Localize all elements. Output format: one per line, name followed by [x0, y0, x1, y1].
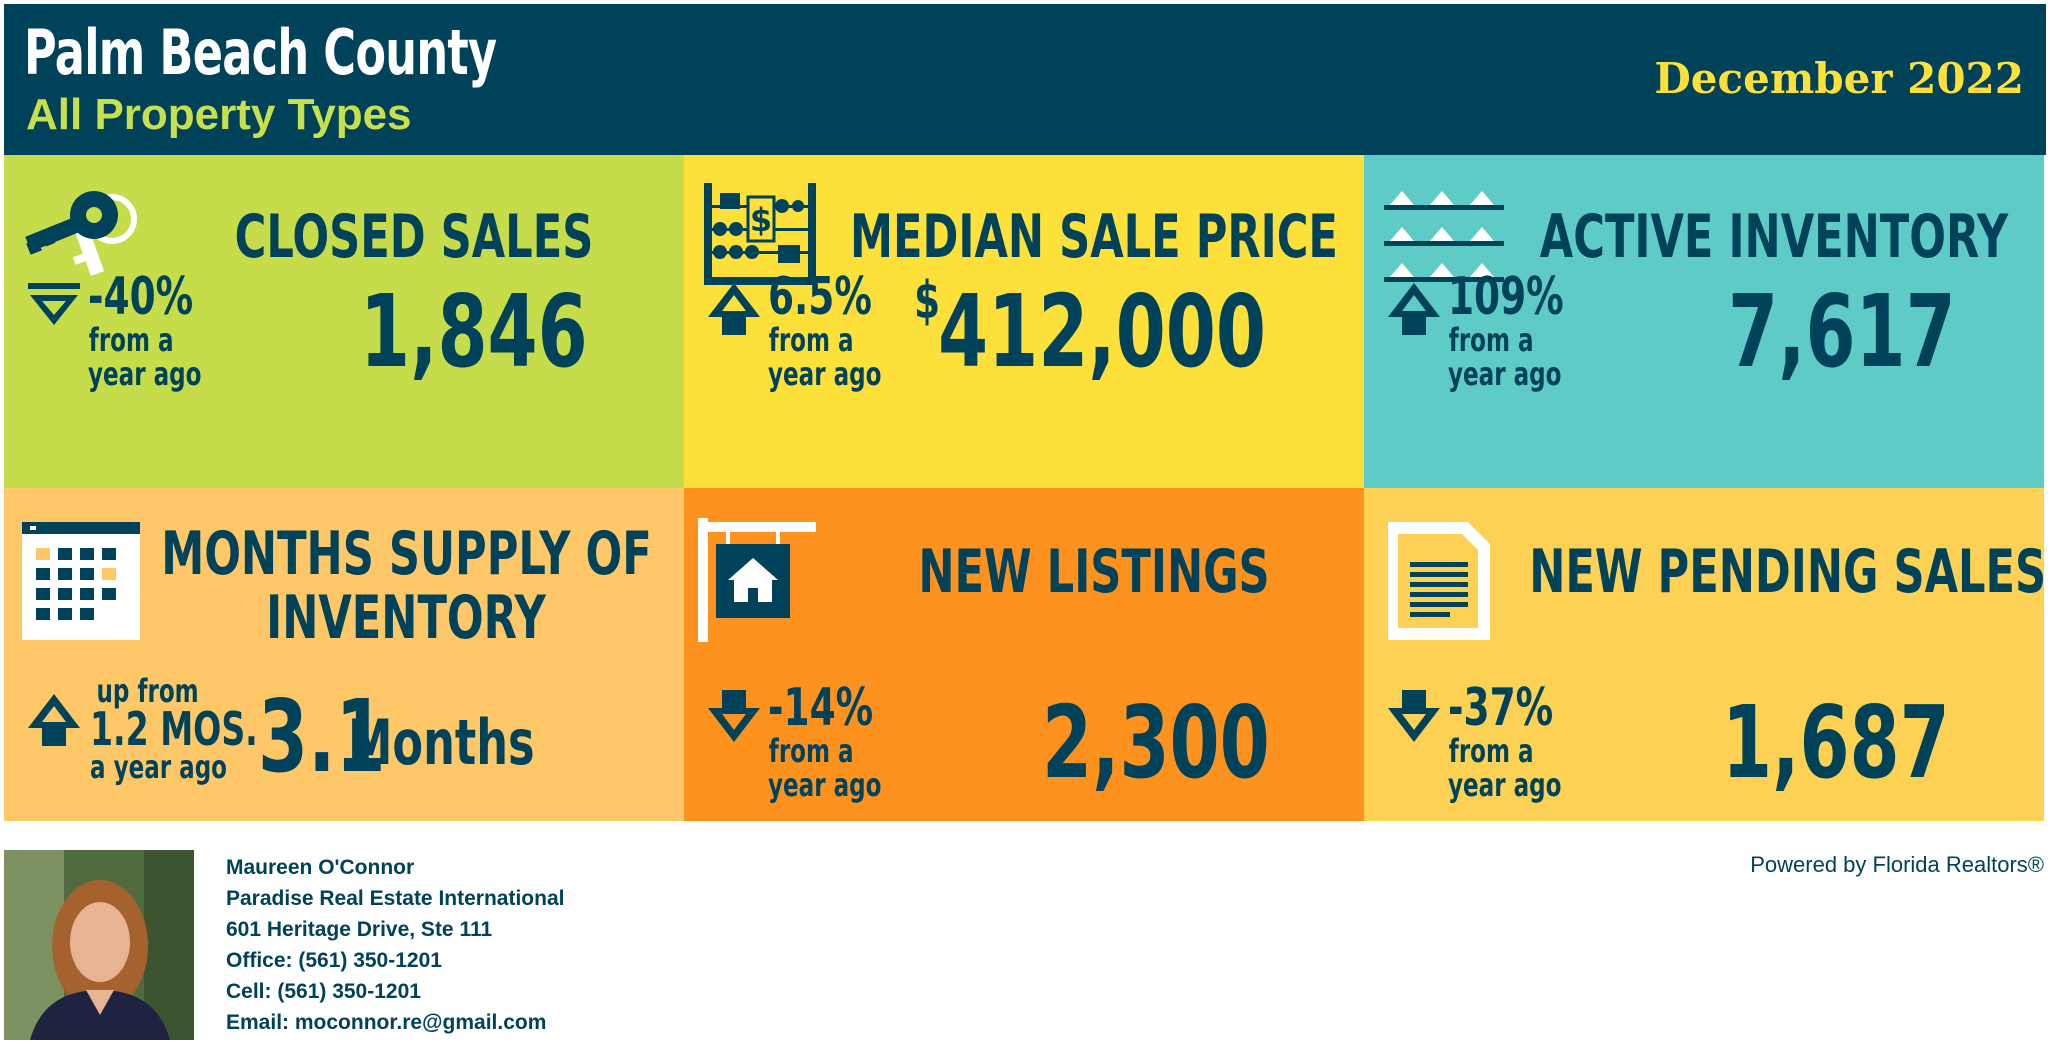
median-price-title: MEDIAN SALE PRICE: [850, 202, 1338, 272]
agent-cell-phone: Cell: (561) 350-1201: [226, 980, 421, 1003]
new-listings-value: 2,300: [1042, 684, 1270, 801]
months-supply-unit: Months: [348, 706, 535, 779]
new-pending-title: NEW PENDING SALES: [1529, 537, 2044, 607]
arrow-down-icon: [1388, 690, 1440, 742]
arrow-down-icon: [708, 690, 760, 742]
powered-by: Powered by Florida Realtors®: [1750, 852, 2044, 877]
tile-active-inventory: ACTIVE INVENTORY 109% from a year ago 7,…: [1364, 155, 2044, 488]
report-date: December 2022: [1654, 54, 2024, 103]
svg-text:$: $: [750, 201, 772, 239]
new-pending-change: -37% from a year ago: [1448, 678, 1562, 804]
tile-new-pending-sales: NEW PENDING SALES -37% from a year ago 1…: [1364, 488, 2044, 821]
page-subtitle: All Property Types: [26, 90, 412, 139]
new-pending-value: 1,687: [1722, 684, 1950, 801]
header-banner: Palm Beach County All Property Types Dec…: [4, 4, 2046, 155]
house-sign-icon: [698, 518, 816, 642]
median-price-currency: $: [914, 271, 941, 331]
closed-sales-change: -40% from a year ago: [88, 267, 202, 393]
closed-sales-value: 1,846: [360, 273, 588, 390]
houses-on-shelves-icon: [1384, 191, 1504, 282]
active-inventory-change: 109% from a year ago: [1448, 267, 1564, 393]
closed-sales-title: CLOSED SALES: [234, 202, 594, 272]
tile-new-listings: NEW LISTINGS -14% from a year ago 2,300: [684, 488, 1364, 821]
abacus-icon: $: [704, 183, 816, 285]
document-icon: [1388, 522, 1490, 640]
agent-photo: [4, 850, 194, 1040]
months-supply-title: MONTHS SUPPLY OF INVENTORY: [161, 519, 652, 653]
agent-address: 601 Heritage Drive, Ste 111: [226, 918, 493, 941]
months-supply-title-line2: INVENTORY: [266, 583, 546, 653]
agent-contact-block: Maureen O'Connor Paradise Real Estate In…: [226, 852, 564, 1038]
arrow-up-icon: [28, 694, 80, 746]
new-listings-change: -14% from a year ago: [768, 678, 882, 804]
months-supply-value: 3.1: [258, 678, 386, 795]
calendar-icon: [22, 522, 140, 640]
agent-company: Paradise Real Estate International: [226, 887, 565, 910]
months-supply-change: up from 1.2 MOS. a year ago: [90, 672, 258, 786]
arrow-up-icon: [708, 283, 760, 335]
page-title: Palm Beach County: [24, 16, 497, 89]
median-price-value: 412,000: [938, 273, 1266, 390]
agent-office-phone: Office: (561) 350-1201: [226, 949, 442, 972]
arrow-up-icon: [1388, 283, 1440, 335]
median-price-change: 6.5% from a year ago: [768, 267, 882, 393]
keys-icon: [25, 191, 137, 276]
agent-name: Maureen O'Connor: [226, 856, 415, 879]
arrow-down-icon: [28, 283, 80, 325]
active-inventory-value: 7,617: [1728, 273, 1956, 390]
agent-email[interactable]: Email: moconnor.re@gmail.com: [226, 1011, 547, 1034]
months-supply-title-line1: MONTHS SUPPLY OF: [161, 519, 652, 589]
new-listings-title: NEW LISTINGS: [918, 537, 1270, 607]
tile-median-sale-price: $ MEDIAN SALE PRICE 6.5% from a year ago…: [684, 155, 1364, 488]
active-inventory-title: ACTIVE INVENTORY: [1539, 202, 2009, 272]
tile-closed-sales: CLOSED SALES -40% from a year ago 1,846: [4, 155, 684, 488]
agent-portrait-image: [4, 850, 194, 1040]
stats-grid: CLOSED SALES -40% from a year ago 1,846: [4, 155, 2046, 821]
tile-months-supply: MONTHS SUPPLY OF INVENTORY up from 1.2 M…: [4, 488, 684, 821]
